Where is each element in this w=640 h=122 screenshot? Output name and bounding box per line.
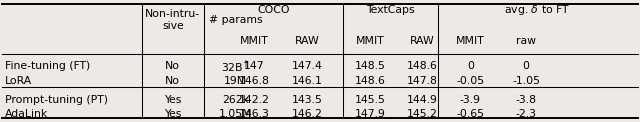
Text: COCO: COCO bbox=[257, 5, 289, 15]
Text: avg. $\delta$ to FT: avg. $\delta$ to FT bbox=[504, 3, 571, 17]
Text: MMIT: MMIT bbox=[240, 36, 268, 46]
Text: -3.8: -3.8 bbox=[516, 95, 536, 105]
Text: LoRA: LoRA bbox=[5, 76, 33, 86]
Text: RAW: RAW bbox=[295, 36, 319, 46]
Text: No: No bbox=[165, 61, 180, 71]
Text: Yes: Yes bbox=[164, 95, 182, 105]
Text: 32B$^\dagger$: 32B$^\dagger$ bbox=[221, 58, 250, 75]
Text: 0: 0 bbox=[467, 61, 474, 71]
Text: 145.5: 145.5 bbox=[355, 95, 385, 105]
Text: 144.9: 144.9 bbox=[406, 95, 437, 105]
Text: 142.2: 142.2 bbox=[239, 95, 269, 105]
Text: 146.1: 146.1 bbox=[292, 76, 323, 86]
Text: 0: 0 bbox=[523, 61, 529, 71]
Text: -0.05: -0.05 bbox=[456, 76, 484, 86]
Text: -3.9: -3.9 bbox=[460, 95, 481, 105]
Text: Yes: Yes bbox=[164, 109, 182, 119]
Text: 19M: 19M bbox=[224, 76, 247, 86]
Text: No: No bbox=[165, 76, 180, 86]
Text: 148.6: 148.6 bbox=[355, 76, 385, 86]
Text: MMIT: MMIT bbox=[356, 36, 384, 46]
Text: Non-intru-
sive: Non-intru- sive bbox=[145, 9, 200, 31]
Text: # params: # params bbox=[209, 15, 262, 25]
Text: 262k: 262k bbox=[222, 95, 249, 105]
Text: Fine-tuning (FT): Fine-tuning (FT) bbox=[5, 61, 90, 71]
Text: 147.9: 147.9 bbox=[355, 109, 385, 119]
Text: MMIT: MMIT bbox=[456, 36, 484, 46]
Text: 148.5: 148.5 bbox=[355, 61, 385, 71]
Text: 147.4: 147.4 bbox=[292, 61, 323, 71]
Text: Prompt-tuning (PT): Prompt-tuning (PT) bbox=[5, 95, 108, 105]
Text: 147: 147 bbox=[244, 61, 264, 71]
Text: 146.8: 146.8 bbox=[239, 76, 269, 86]
Text: TextCaps: TextCaps bbox=[367, 5, 415, 15]
Text: -2.3: -2.3 bbox=[516, 109, 536, 119]
Text: 148.6: 148.6 bbox=[406, 61, 437, 71]
Text: -0.65: -0.65 bbox=[456, 109, 484, 119]
Text: raw: raw bbox=[516, 36, 536, 46]
Text: 143.5: 143.5 bbox=[292, 95, 323, 105]
Text: 146.2: 146.2 bbox=[292, 109, 323, 119]
Text: 145.2: 145.2 bbox=[406, 109, 437, 119]
Text: RAW: RAW bbox=[410, 36, 434, 46]
Text: 1.05M: 1.05M bbox=[219, 109, 252, 119]
Text: AdaLink: AdaLink bbox=[5, 109, 49, 119]
Text: 146.3: 146.3 bbox=[239, 109, 269, 119]
Text: 147.8: 147.8 bbox=[406, 76, 437, 86]
Text: -1.05: -1.05 bbox=[512, 76, 540, 86]
